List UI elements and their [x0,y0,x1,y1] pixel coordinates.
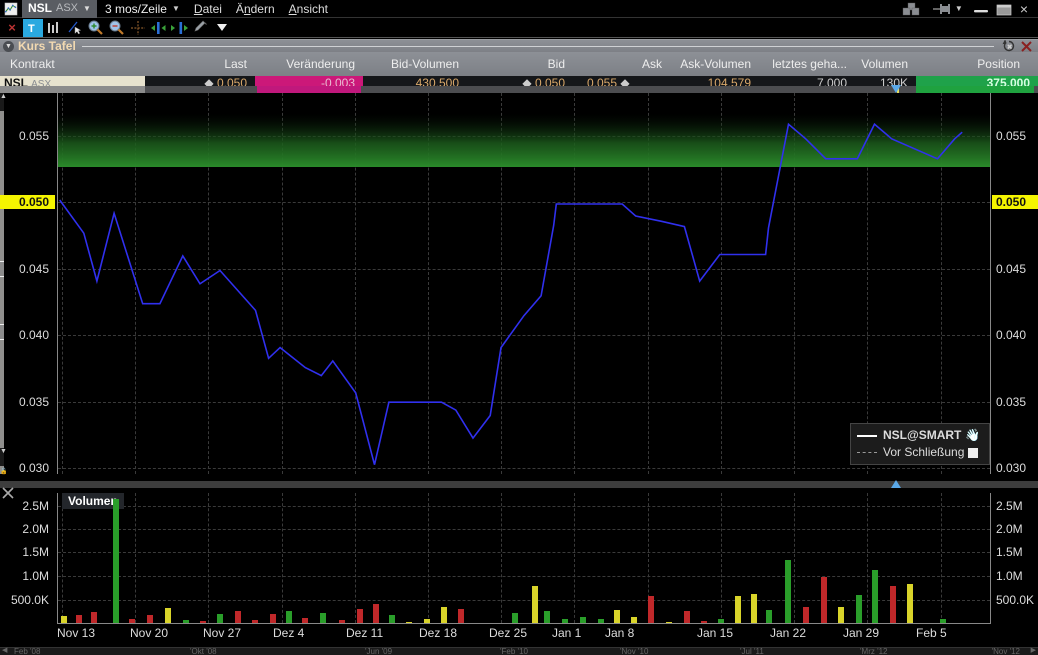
svg-text:T: T [28,23,35,35]
